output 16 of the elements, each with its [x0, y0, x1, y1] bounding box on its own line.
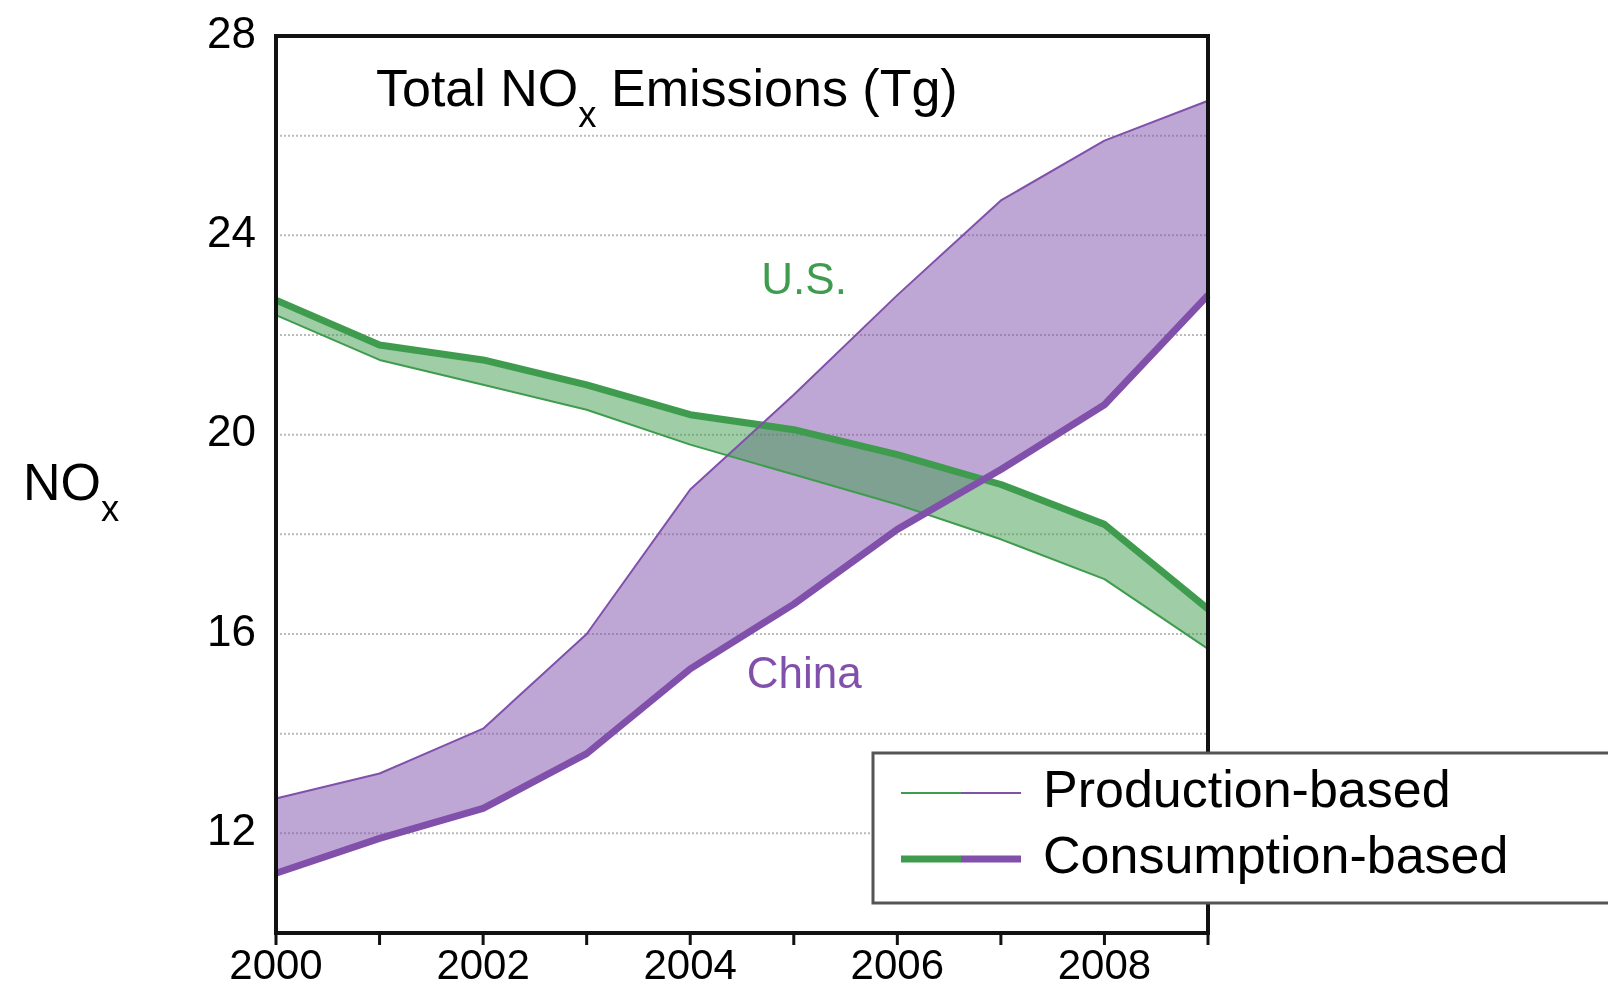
y-tick-label: 12 [207, 804, 256, 854]
y-axis-title: NO$_{x}$ [23, 452, 120, 528]
legend-label: Production-based [1043, 759, 1451, 818]
legend-label: Consumption-based [1043, 825, 1509, 884]
annotation: China [746, 648, 863, 698]
y-tick-label: 16 [207, 605, 256, 655]
x-tick-label: 2004 [643, 941, 737, 988]
y-tick-label: 24 [207, 206, 256, 256]
x-tick-label: 2006 [850, 941, 945, 988]
x-tick-label: 2000 [229, 941, 323, 988]
x-tick-label: 2008 [1057, 941, 1152, 988]
y-tick-label: 28 [207, 7, 256, 57]
x-tick-label: 2002 [436, 941, 530, 988]
y-tick-label: 20 [207, 406, 256, 456]
text: Total NO$_{x}$ Emissions (Tg) [376, 59, 958, 135]
annotation: U.S. [761, 253, 847, 303]
